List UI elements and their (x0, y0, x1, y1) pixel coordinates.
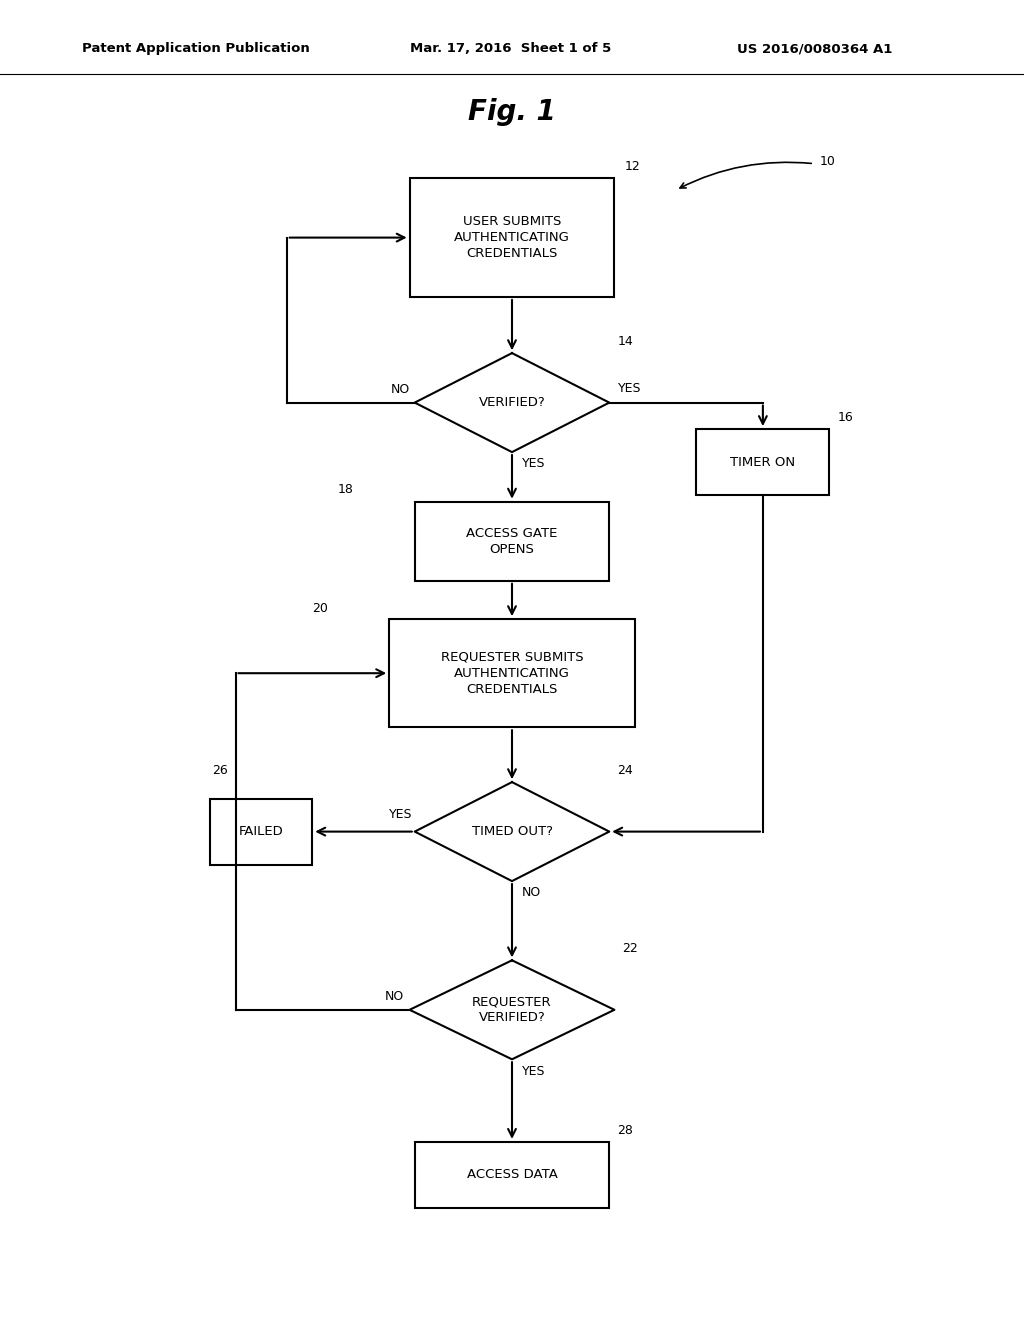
Text: 16: 16 (838, 411, 853, 424)
Text: VERIFIED?: VERIFIED? (478, 396, 546, 409)
Text: YES: YES (522, 458, 546, 470)
Bar (415, 502, 609, 581)
Text: 26: 26 (212, 764, 227, 777)
Polygon shape (410, 961, 614, 1059)
Text: ACCESS DATA: ACCESS DATA (467, 1168, 557, 1181)
Text: FAILED: FAILED (239, 825, 284, 838)
Text: 20: 20 (312, 602, 329, 615)
Polygon shape (415, 354, 609, 451)
Text: 28: 28 (617, 1123, 634, 1137)
Text: ACCESS GATE
OPENS: ACCESS GATE OPENS (466, 527, 558, 556)
Text: Fig. 1: Fig. 1 (468, 98, 556, 127)
Bar (696, 429, 829, 495)
Text: YES: YES (617, 381, 641, 395)
Text: 18: 18 (338, 483, 354, 496)
Text: TIMED OUT?: TIMED OUT? (471, 825, 553, 838)
Polygon shape (415, 781, 609, 882)
Text: 24: 24 (617, 764, 633, 776)
Text: 10: 10 (819, 154, 836, 168)
Text: USER SUBMITS
AUTHENTICATING
CREDENTIALS: USER SUBMITS AUTHENTICATING CREDENTIALS (454, 215, 570, 260)
Text: Mar. 17, 2016  Sheet 1 of 5: Mar. 17, 2016 Sheet 1 of 5 (410, 42, 611, 55)
Text: TIMER ON: TIMER ON (730, 455, 796, 469)
Text: 14: 14 (617, 335, 633, 348)
Text: 12: 12 (625, 160, 640, 173)
Text: NO: NO (390, 383, 410, 396)
Bar (415, 1142, 609, 1208)
Text: REQUESTER SUBMITS
AUTHENTICATING
CREDENTIALS: REQUESTER SUBMITS AUTHENTICATING CREDENT… (440, 651, 584, 696)
Text: YES: YES (389, 808, 413, 821)
Bar (389, 619, 635, 727)
Bar (410, 178, 614, 297)
Text: YES: YES (522, 1064, 546, 1077)
Text: 22: 22 (623, 942, 638, 956)
Bar (210, 799, 312, 865)
Text: Patent Application Publication: Patent Application Publication (82, 42, 309, 55)
Text: US 2016/0080364 A1: US 2016/0080364 A1 (737, 42, 893, 55)
Text: NO: NO (385, 990, 404, 1003)
Text: NO: NO (522, 887, 542, 899)
Text: REQUESTER
VERIFIED?: REQUESTER VERIFIED? (472, 995, 552, 1024)
